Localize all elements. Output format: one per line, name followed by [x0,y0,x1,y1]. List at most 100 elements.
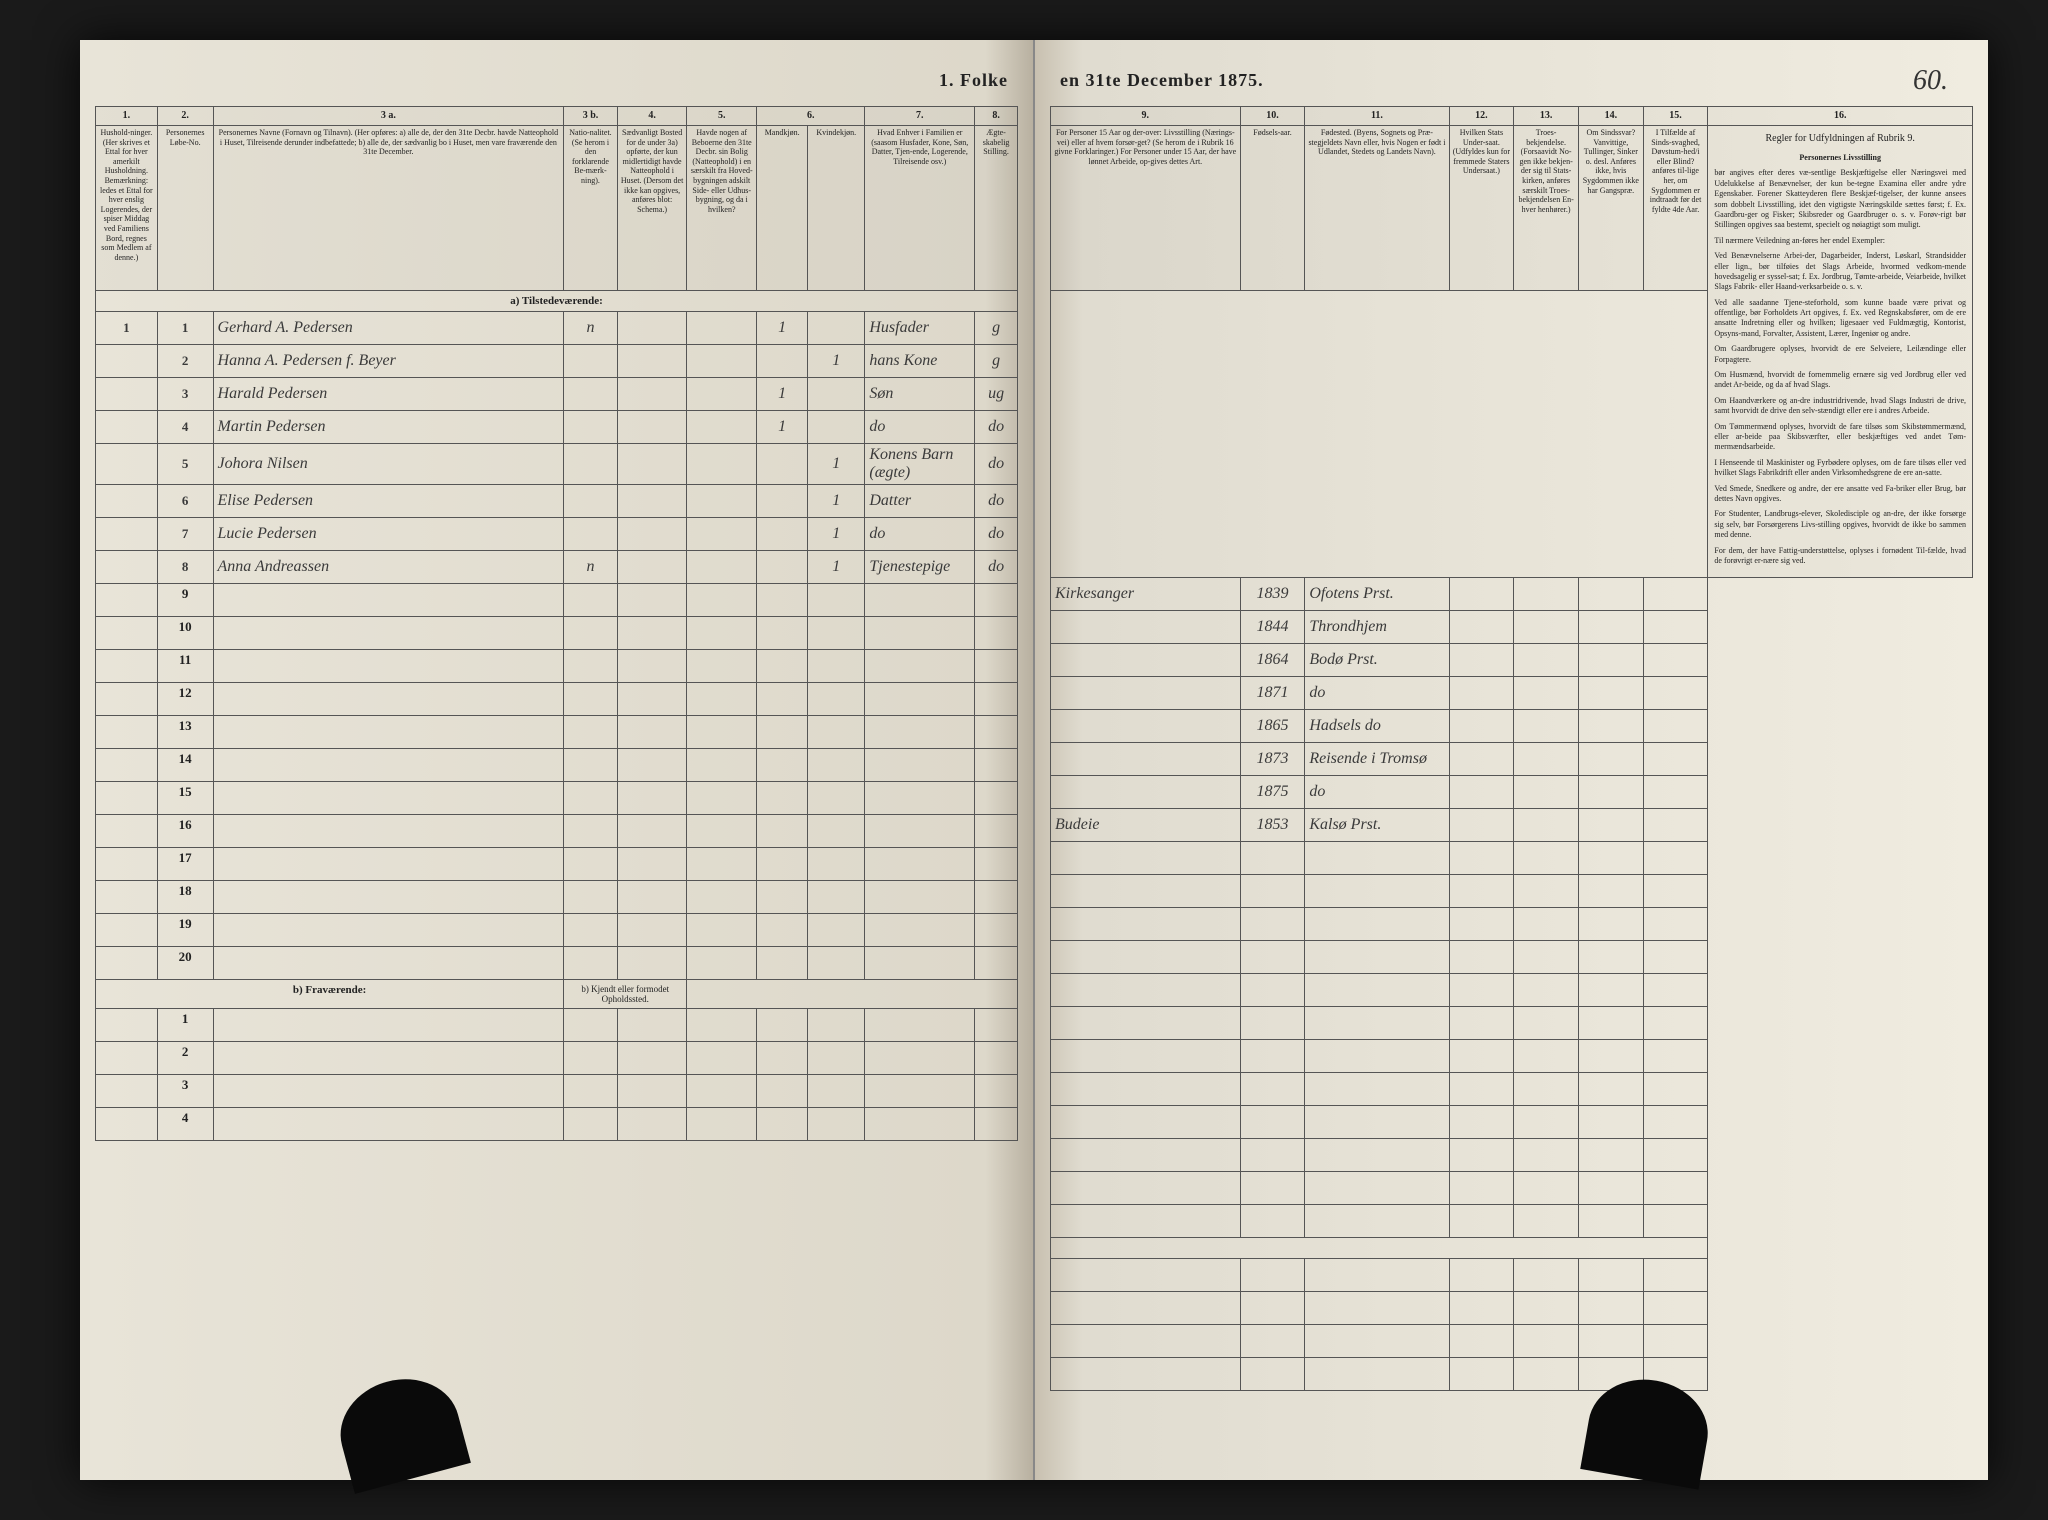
sex-male [757,444,808,485]
person-name: Anna Andreassen [213,551,564,584]
citizenship [1449,677,1514,710]
birth-year: 1844 [1240,611,1305,644]
insane [1578,677,1643,710]
header-title-left: 1. Folke [95,70,1018,91]
outbuilding [687,411,757,444]
disability [1643,644,1708,677]
insane [1578,644,1643,677]
family-relation: Datter [865,485,975,518]
col-13-header: Troes-bekjendelse. (Forsaavidt No-gen ik… [1514,126,1579,291]
col-12-header: Hvilken Stats Under-saat. (Udfyldes kun … [1449,126,1514,291]
marital-status: g [975,312,1018,345]
col-10-num: 10. [1240,107,1305,126]
nationality [564,485,618,518]
table-row-empty: 2 [96,1042,1018,1075]
outbuilding [687,378,757,411]
census-table-left: 1. 2. 3 a. 3 b. 4. 5. 6. 7. 8. Hushold-n… [95,106,1018,1141]
table-row: 1871do [1051,677,1973,710]
occupation [1051,776,1241,809]
occupation [1051,611,1241,644]
table-row: 7Lucie Pedersen1dodo [96,518,1018,551]
person-name: Harald Pedersen [213,378,564,411]
col-3b-num: 3 b. [564,107,618,126]
marital-status: g [975,345,1018,378]
birthplace: Reisende i Tromsø [1305,743,1449,776]
disability [1643,578,1708,611]
col-14-header: Om Sindssvar? Vanvittige, Tullinger, Sin… [1578,126,1643,291]
insane [1578,578,1643,611]
table-row-empty: 16 [96,815,1018,848]
col-4-num: 4. [617,107,687,126]
usual-residence [617,444,687,485]
col-3a-header: Personernes Navne (Fornavn og Tilnavn). … [213,126,564,291]
household-num [96,378,158,411]
occupation [1051,677,1241,710]
header-title-right: en 31te December 1875. [1050,70,1973,91]
insane [1578,611,1643,644]
table-row-empty: 13 [96,716,1018,749]
col-8-header: Ægte-skabelig Stilling. [975,126,1018,291]
table-row-empty [1051,1172,1973,1205]
person-num: 6 [157,485,213,518]
table-row-empty: 17 [96,848,1018,881]
nationality [564,378,618,411]
table-row-empty: 20 [96,947,1018,980]
citizenship [1449,611,1514,644]
person-num: 8 [157,551,213,584]
marital-status: do [975,551,1018,584]
table-row-empty [1051,974,1973,1007]
disability [1643,809,1708,842]
birthplace: Throndhjem [1305,611,1449,644]
citizenship [1449,710,1514,743]
table-row-empty [1051,875,1973,908]
sex-male [757,551,808,584]
nationality [564,345,618,378]
household-num [96,518,158,551]
occupation: Kirkesanger [1051,578,1241,611]
household-num [96,485,158,518]
col-1-header: Hushold-ninger. (Her skrives et Ettal fo… [96,126,158,291]
family-relation: Husfader [865,312,975,345]
table-row-empty [1051,1007,1973,1040]
col-7-num: 7. [865,107,975,126]
sex-female [808,312,865,345]
religion [1514,578,1579,611]
birthplace: Bodø Prst. [1305,644,1449,677]
col-6a-header: Mandkjøn. [757,126,808,291]
sex-male: 1 [757,378,808,411]
birth-year: 1853 [1240,809,1305,842]
usual-residence [617,345,687,378]
religion [1514,776,1579,809]
table-row-empty: 9 [96,584,1018,617]
occupation: Budeie [1051,809,1241,842]
birth-year: 1873 [1240,743,1305,776]
table-row-empty [1051,1205,1973,1238]
table-row-empty: 18 [96,881,1018,914]
religion [1514,644,1579,677]
census-table-right: 9. 10. 11. 12. 13. 14. 15. 16. For Perso… [1050,106,1973,1391]
table-row-empty: 1 [96,1009,1018,1042]
table-row: 1865Hadsels do [1051,710,1973,743]
person-name: Gerhard A. Pedersen [213,312,564,345]
table-row: 2Hanna A. Pedersen f. Beyer1hans Koneg [96,345,1018,378]
religion [1514,809,1579,842]
usual-residence [617,551,687,584]
marital-status: do [975,444,1018,485]
family-relation: Tjenestepige [865,551,975,584]
sex-female: 1 [808,551,865,584]
family-relation: hans Kone [865,345,975,378]
occupation [1051,710,1241,743]
person-num: 7 [157,518,213,551]
page-number: 60. [1913,65,1948,97]
table-row-empty: 10 [96,617,1018,650]
disability [1643,743,1708,776]
occupation [1051,644,1241,677]
table-row: 1864Bodø Prst. [1051,644,1973,677]
col-2-num: 2. [157,107,213,126]
table-row-empty [1051,1139,1973,1172]
outbuilding [687,551,757,584]
outbuilding [687,444,757,485]
nationality [564,518,618,551]
col-1-num: 1. [96,107,158,126]
person-num: 2 [157,345,213,378]
